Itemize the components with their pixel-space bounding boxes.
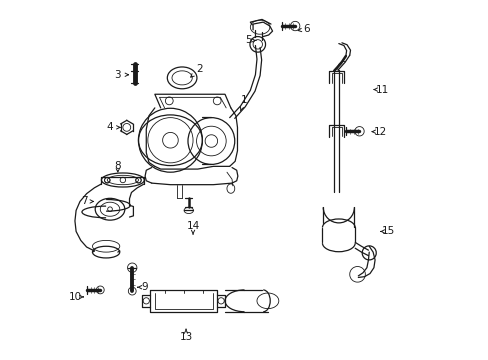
Text: 9: 9 (142, 282, 148, 292)
Text: 11: 11 (375, 85, 389, 95)
Text: 2: 2 (196, 64, 203, 74)
Text: 5: 5 (244, 35, 251, 45)
Text: 1: 1 (241, 95, 247, 105)
Text: 12: 12 (373, 127, 387, 137)
Text: 7: 7 (81, 197, 88, 206)
Text: 8: 8 (114, 161, 121, 171)
Text: 14: 14 (186, 221, 199, 231)
Text: 15: 15 (381, 226, 394, 237)
Text: 6: 6 (303, 24, 309, 34)
Text: 13: 13 (179, 332, 192, 342)
Text: 3: 3 (114, 70, 121, 80)
Text: 10: 10 (68, 292, 81, 302)
Text: 4: 4 (106, 122, 113, 132)
